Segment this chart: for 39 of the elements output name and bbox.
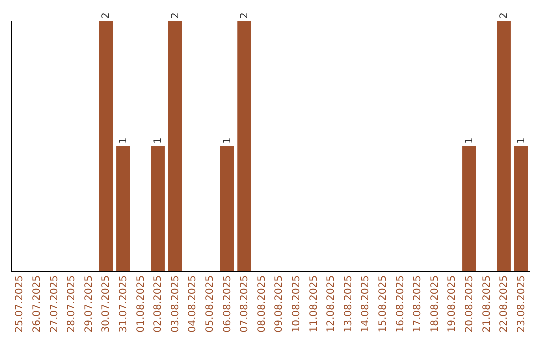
data-label: 1 [516, 138, 528, 144]
x-tick-label: 18.08.2025 [430, 276, 441, 333]
x-tick-label: 05.08.2025 [204, 276, 216, 333]
x-tick-label: 08.08.2025 [256, 276, 268, 333]
x-tick-label: 27.07.2025 [49, 276, 60, 333]
data-label: 1 [153, 138, 164, 144]
x-tick-label: 23.08.2025 [516, 276, 528, 333]
x-tick-label: 25.07.2025 [14, 276, 26, 333]
x-tick-label: 01.08.2025 [136, 276, 147, 333]
data-label: 2 [170, 12, 182, 19]
x-tick-label: 02.08.2025 [153, 276, 164, 333]
x-tick-label: 20.08.2025 [464, 276, 476, 333]
x-tick-label: 14.08.2025 [360, 276, 372, 333]
x-tick-label: 28.07.2025 [66, 276, 78, 333]
data-label: 1 [222, 138, 234, 144]
x-tick-label: 30.07.2025 [101, 276, 112, 333]
x-tick-label: 03.08.2025 [170, 276, 182, 333]
data-label: 1 [464, 138, 476, 144]
x-tick-label: 22.08.2025 [499, 276, 510, 333]
data-label: 2 [499, 12, 510, 19]
x-tick-label: 19.08.2025 [447, 276, 458, 333]
x-tick-label: 11.08.2025 [308, 276, 320, 333]
x-tick-label: 29.07.2025 [84, 276, 95, 333]
x-tick-label: 04.08.2025 [188, 276, 199, 333]
x-tick-label: 13.08.2025 [343, 276, 354, 333]
x-tick-label: 07.08.2025 [240, 276, 251, 333]
x-tick-label: 16.08.2025 [395, 276, 406, 333]
x-tick-label: 06.08.2025 [222, 276, 234, 333]
x-tick-label: 15.08.2025 [378, 276, 389, 333]
data-label: 2 [101, 12, 112, 19]
x-tick-label: 10.08.2025 [291, 276, 302, 333]
x-tick-label: 21.08.2025 [482, 276, 493, 333]
x-tick-label: 26.07.2025 [32, 276, 43, 333]
x-tick-label: 31.07.2025 [118, 276, 130, 333]
x-tick-label: 12.08.2025 [326, 276, 338, 333]
data-label: 2 [240, 12, 251, 19]
x-tick-label: 17.08.2025 [412, 276, 424, 333]
data-label: 1 [118, 138, 130, 144]
x-tick-label: 09.08.2025 [274, 276, 286, 333]
